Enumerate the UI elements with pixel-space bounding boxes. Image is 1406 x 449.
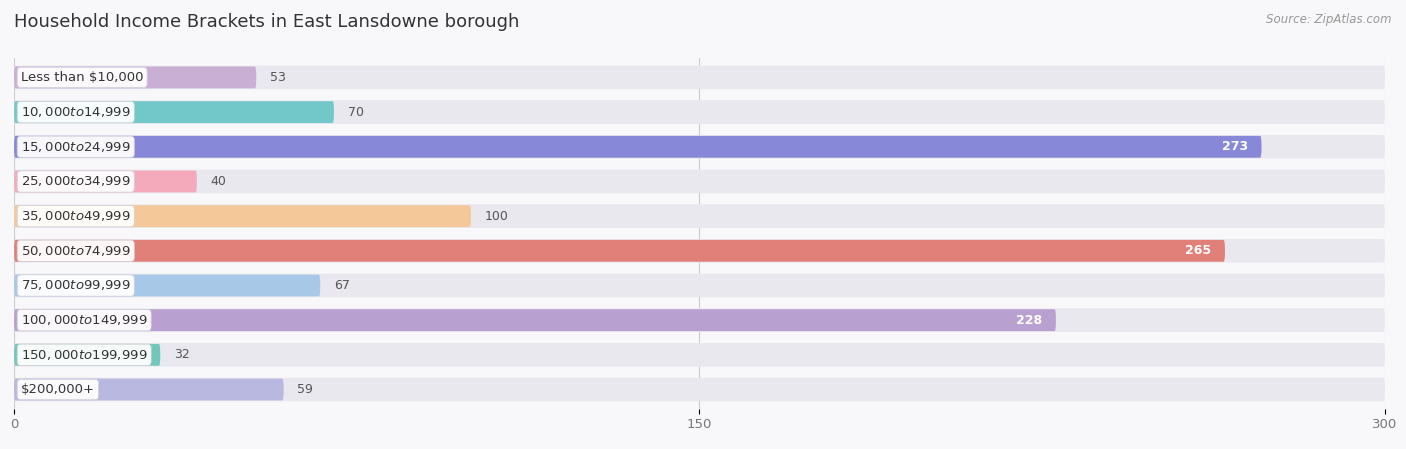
FancyBboxPatch shape xyxy=(14,275,321,296)
Text: 59: 59 xyxy=(298,383,314,396)
FancyBboxPatch shape xyxy=(14,171,197,192)
FancyBboxPatch shape xyxy=(14,100,1385,124)
FancyBboxPatch shape xyxy=(14,239,1385,263)
Text: $100,000 to $149,999: $100,000 to $149,999 xyxy=(21,313,148,327)
Text: 53: 53 xyxy=(270,71,285,84)
Text: $75,000 to $99,999: $75,000 to $99,999 xyxy=(21,278,131,292)
Text: $35,000 to $49,999: $35,000 to $49,999 xyxy=(21,209,131,223)
Text: 228: 228 xyxy=(1017,314,1042,327)
Text: 32: 32 xyxy=(174,348,190,361)
Text: $25,000 to $34,999: $25,000 to $34,999 xyxy=(21,175,131,189)
FancyBboxPatch shape xyxy=(14,378,1385,401)
FancyBboxPatch shape xyxy=(14,309,1056,331)
FancyBboxPatch shape xyxy=(14,308,1385,332)
FancyBboxPatch shape xyxy=(14,204,1385,228)
Text: 40: 40 xyxy=(211,175,226,188)
FancyBboxPatch shape xyxy=(14,274,1385,297)
Text: $15,000 to $24,999: $15,000 to $24,999 xyxy=(21,140,131,154)
FancyBboxPatch shape xyxy=(14,135,1385,158)
FancyBboxPatch shape xyxy=(14,344,160,366)
Text: $50,000 to $74,999: $50,000 to $74,999 xyxy=(21,244,131,258)
Text: 67: 67 xyxy=(335,279,350,292)
FancyBboxPatch shape xyxy=(14,343,1385,367)
FancyBboxPatch shape xyxy=(14,205,471,227)
Text: Source: ZipAtlas.com: Source: ZipAtlas.com xyxy=(1267,13,1392,26)
Text: Less than $10,000: Less than $10,000 xyxy=(21,71,143,84)
Text: Household Income Brackets in East Lansdowne borough: Household Income Brackets in East Lansdo… xyxy=(14,13,519,31)
FancyBboxPatch shape xyxy=(14,101,335,123)
Text: 100: 100 xyxy=(485,210,509,223)
FancyBboxPatch shape xyxy=(14,66,1385,89)
FancyBboxPatch shape xyxy=(14,240,1225,262)
Text: $10,000 to $14,999: $10,000 to $14,999 xyxy=(21,105,131,119)
Text: 70: 70 xyxy=(347,106,364,119)
FancyBboxPatch shape xyxy=(14,379,284,401)
FancyBboxPatch shape xyxy=(14,136,1261,158)
Text: 265: 265 xyxy=(1185,244,1212,257)
FancyBboxPatch shape xyxy=(14,66,256,88)
Text: 273: 273 xyxy=(1222,140,1249,153)
Text: $150,000 to $199,999: $150,000 to $199,999 xyxy=(21,348,148,362)
Text: $200,000+: $200,000+ xyxy=(21,383,96,396)
FancyBboxPatch shape xyxy=(14,170,1385,193)
